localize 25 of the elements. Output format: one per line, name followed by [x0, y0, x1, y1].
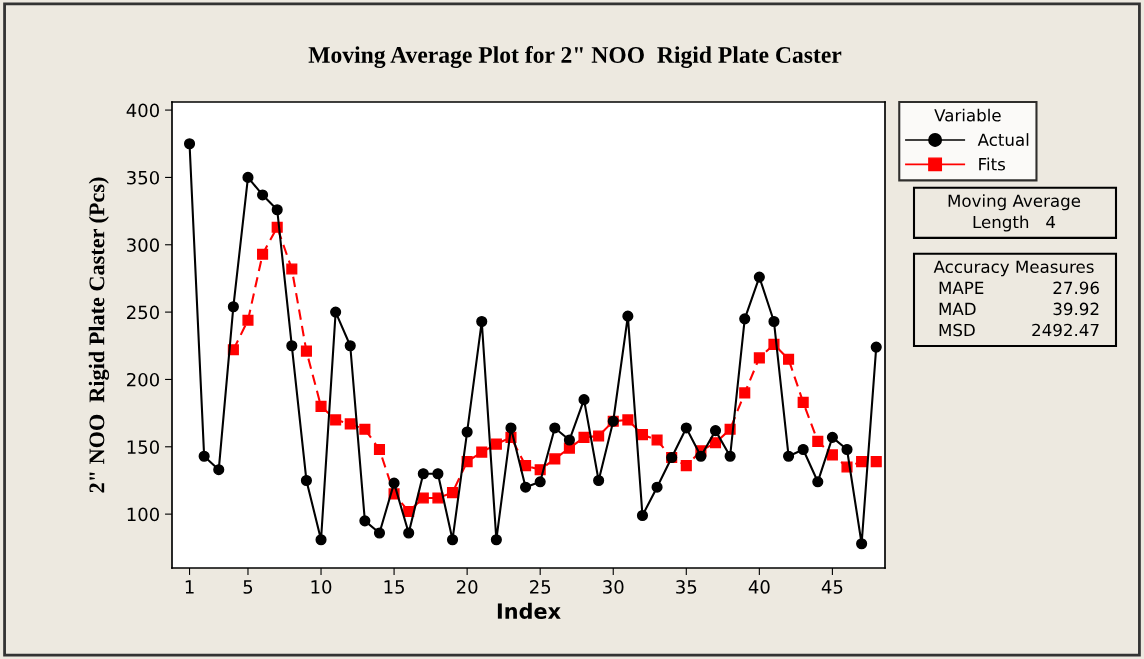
- x-axis-title: Index: [497, 602, 561, 619]
- x-tick-label: 15: [384, 580, 404, 594]
- y-tick-label: 250: [127, 305, 159, 320]
- x-tick-label: 5: [243, 580, 253, 594]
- y-tick-label: 300: [127, 238, 159, 252]
- x-tick-label: 10: [311, 580, 332, 594]
- x-tick-label: 35: [676, 580, 697, 594]
- y-axis-title: 2" NOO Rigid Plate Caster (Pcs): [88, 177, 110, 493]
- y-tick-label: 200: [127, 372, 159, 387]
- chart-title: Moving Average Plot for 2" NOO Rigid Plate Caster: [308, 46, 842, 68]
- legend-title: Variable: [934, 108, 1001, 122]
- text: Accuracy Measures MAPE 27.96 MAD 39.92 MSD 2492.47: [933, 260, 1099, 337]
- y-tick-label: 150: [127, 440, 159, 454]
- x-tick-label: 30: [603, 580, 624, 594]
- x-tick-label: 25: [530, 580, 551, 594]
- legend-label: Actual: [977, 133, 1029, 147]
- legend-label: Fits: [979, 157, 1006, 171]
- y-tick-label: 400: [126, 103, 159, 118]
- text: Moving Average Length 4: [948, 194, 1081, 232]
- x-tick-label: 1: [185, 580, 194, 594]
- x-tick-label: 20: [456, 580, 478, 594]
- y-tick-label: 100: [127, 507, 159, 522]
- x-tick-label: 40: [748, 580, 770, 594]
- x-tick-label: 45: [821, 580, 843, 594]
- y-tick-label: 350: [127, 170, 159, 185]
